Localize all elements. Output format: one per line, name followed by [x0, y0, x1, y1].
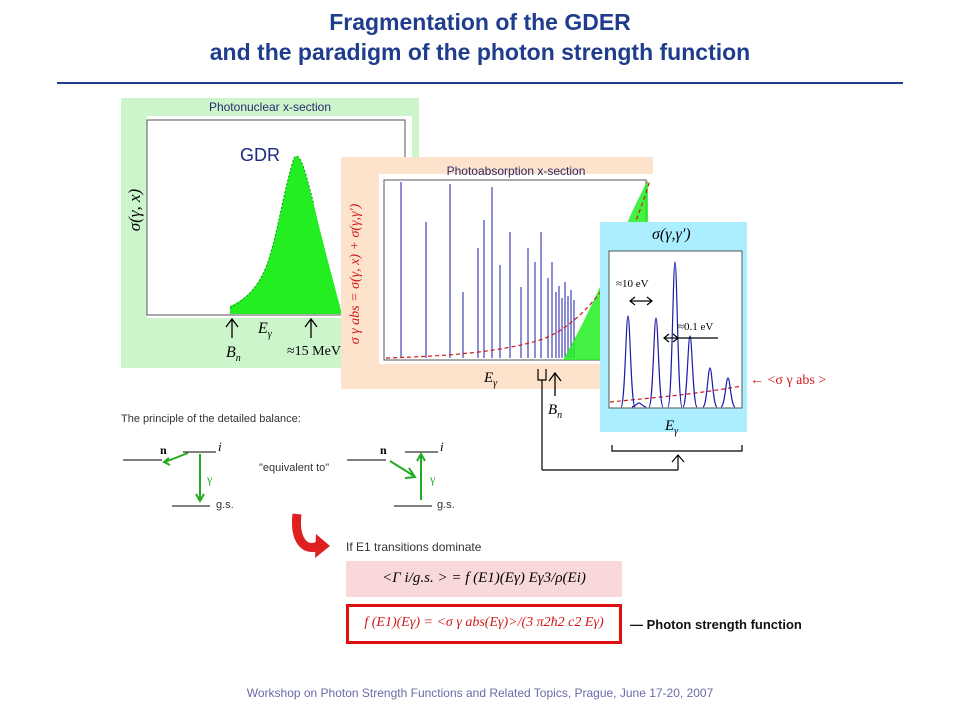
- footer: Workshop on Photon Strength Functions an…: [246, 686, 714, 700]
- avg-sigma-label: ← <σ γ abs >: [750, 373, 827, 388]
- egamma-label-panel3: Eγ: [665, 418, 679, 437]
- gdr-resonance-fill: [230, 156, 342, 314]
- egamma-label-panel2: Eγ: [484, 370, 498, 389]
- formula-width-text: <Γ i/g.s. > = f (E1)(Eγ) Eγ3/ρ(Ei): [382, 570, 586, 586]
- resonance-peaks-panel3: [620, 261, 736, 408]
- 15mev-label: ≈15 MeV: [287, 344, 341, 359]
- egamma-label-panel1: Eγ: [258, 320, 272, 341]
- diagram2-i: i: [440, 439, 444, 454]
- curved-red-arrow: [292, 513, 320, 552]
- psf-label: — Photon strength function: [630, 617, 802, 632]
- resonance-peak: [631, 402, 647, 408]
- page-subtitle: and the paradigm of the photon strength …: [209, 39, 751, 65]
- formula-psf: f (E1)(Eγ) = <σ γ abs(Eγ)>/(3 π2ħ2 c2 Eγ…: [346, 604, 622, 644]
- detailed-balance-diagram-1: [123, 451, 216, 507]
- page-title: Fragmentation of the GDER: [329, 9, 631, 35]
- diagram2-gamma: γ: [430, 472, 436, 486]
- resonance-lines-panel2: [400, 182, 575, 358]
- bracket-panel3: [611, 445, 743, 452]
- diagram1-i: i: [218, 439, 222, 454]
- formula-width: <Γ i/g.s. > = f (E1)(Eγ) Eγ3/ρ(Ei): [346, 561, 622, 597]
- detailed-balance-heading: The principle of the detailed balance:: [121, 413, 301, 425]
- resonance-peak: [720, 377, 736, 408]
- width-01ev-label: ≈0.1 eV: [678, 321, 714, 333]
- resonance-peak: [648, 317, 664, 408]
- diagram1-gamma: γ: [207, 472, 213, 486]
- resonance-peak: [682, 335, 698, 408]
- diagram2-gs: g.s.: [437, 499, 455, 511]
- width-10ev-label: ≈10 eV: [616, 278, 649, 290]
- panel1-ylabel: σ(γ, x): [125, 188, 144, 232]
- panel2-header: Photoabsorption x-section: [446, 164, 586, 178]
- title-divider: [57, 82, 903, 84]
- panel1-header: Photonuclear x-section: [208, 100, 332, 114]
- detailed-balance-diagram-2: [347, 451, 438, 507]
- diagram1-gs: g.s.: [216, 499, 234, 511]
- bn-label-panel2: Bn: [548, 402, 563, 421]
- avg-cross-section-curve: [385, 179, 651, 359]
- gdr-label: GDR: [240, 145, 280, 165]
- resonance-peak: [702, 367, 718, 408]
- diagram2-n: n: [380, 443, 387, 457]
- panel3-header: σ(γ,γ'): [652, 226, 691, 243]
- e1-condition-text: If E1 transitions dominate: [346, 540, 482, 554]
- bn-label-panel1: Bn: [226, 344, 241, 365]
- resonance-peak: [667, 261, 683, 408]
- panel-elastic-plot: [608, 250, 743, 409]
- formula-psf-text: f (E1)(Eγ) = <σ γ abs(Eγ)>/(3 π2ħ2 c2 Eγ…: [364, 615, 604, 630]
- resonance-peak: [620, 315, 636, 408]
- panel2-ylabel: σ γ abs = σ(γ, x) + σ(γ,γ'): [348, 203, 363, 345]
- diagram1-n: n: [160, 443, 167, 457]
- equivalent-to-label: "equivalent to": [259, 462, 330, 474]
